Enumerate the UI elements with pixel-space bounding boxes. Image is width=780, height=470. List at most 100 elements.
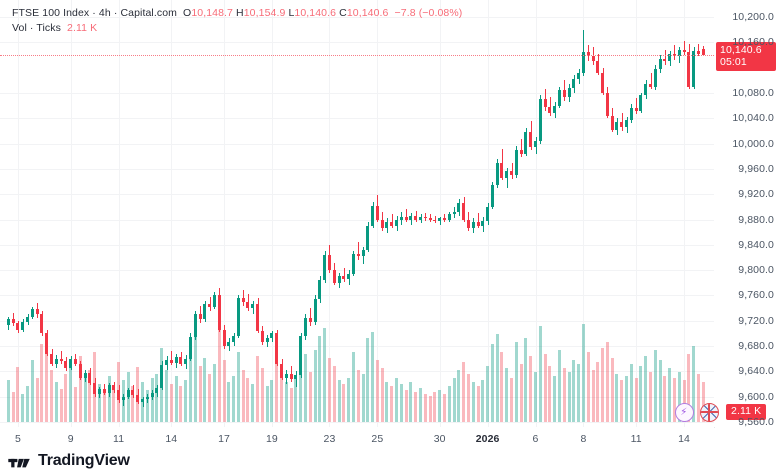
candle-body xyxy=(682,49,686,53)
volume-bar xyxy=(404,390,408,422)
time-axis-label: 8 xyxy=(580,433,587,445)
volume-bar xyxy=(452,378,456,422)
gridline-horizontal xyxy=(0,295,714,296)
lightning-bolt-icon[interactable]: ⚡ xyxy=(675,403,694,422)
price-axis-label: 9,960.0 xyxy=(738,162,774,175)
candle-body xyxy=(567,87,571,97)
volume-bar xyxy=(682,380,686,422)
legend-open-label: O xyxy=(183,7,192,19)
gridline-horizontal xyxy=(0,42,714,43)
chart-plot-area[interactable] xyxy=(0,0,715,428)
volume-bar xyxy=(481,380,485,422)
candle-body xyxy=(337,276,341,283)
volume-bar xyxy=(265,386,269,422)
legend-volume-value: 2.11 K xyxy=(67,22,98,34)
candle-body xyxy=(270,333,274,339)
legend-row-volume: Vol · Ticks 2.11 K xyxy=(12,22,462,35)
time-axis-label: 14 xyxy=(678,433,690,445)
candle-body xyxy=(136,395,140,402)
price-axis-label: 10,200.0 xyxy=(732,11,774,23)
volume-bar xyxy=(375,360,379,422)
legend-interval[interactable]: 4h xyxy=(98,7,111,19)
volume-bar xyxy=(356,370,360,422)
candle-body xyxy=(284,373,288,378)
candle-body xyxy=(615,122,619,130)
candle-body xyxy=(40,314,44,334)
volume-bar xyxy=(419,388,422,422)
candle-wick xyxy=(698,43,699,57)
candle-body xyxy=(217,295,221,330)
legend-volume-title[interactable]: Vol · Ticks xyxy=(12,22,61,34)
candle-body xyxy=(639,95,643,111)
candle-body xyxy=(677,49,681,57)
gridline-horizontal xyxy=(0,422,714,423)
volume-bar xyxy=(251,384,255,422)
candle-body xyxy=(375,205,379,220)
volume-bar xyxy=(308,372,312,422)
gridline-horizontal xyxy=(0,346,714,347)
legend-sep-1: · xyxy=(89,7,99,19)
gridline-vertical xyxy=(71,0,72,427)
candle-body xyxy=(433,219,437,221)
volume-bar xyxy=(442,394,446,422)
price-axis-label: 9,840.0 xyxy=(738,238,774,251)
time-axis-label: 19 xyxy=(265,433,278,445)
gridline-horizontal xyxy=(0,194,714,195)
volume-bar xyxy=(428,396,432,422)
candle-body xyxy=(620,122,624,128)
volume-bar xyxy=(193,334,197,422)
volume-bar xyxy=(179,386,183,422)
price-axis-label: 9,920.0 xyxy=(738,188,774,201)
candle-wick xyxy=(665,49,666,66)
time-axis[interactable]: 5 9 11 14 17 19 23 25 30 2026 6 8 11 14 xyxy=(0,427,714,451)
price-axis-label: 9,880.0 xyxy=(738,213,774,226)
candle-body xyxy=(165,359,169,366)
volume-bar xyxy=(577,364,581,422)
time-axis-label: 25 xyxy=(371,433,384,445)
price-axis-label: 9,560.0 xyxy=(738,416,774,428)
volume-bar xyxy=(184,380,188,422)
candle-body xyxy=(414,215,418,220)
volume-bar xyxy=(174,376,178,422)
legend-symbol[interactable]: FTSE 100 Index xyxy=(12,7,90,19)
uk-flag-icon[interactable] xyxy=(700,403,719,422)
candle-body xyxy=(193,314,197,338)
volume-bar xyxy=(557,350,561,422)
candle-body xyxy=(644,84,648,96)
gridline-horizontal xyxy=(0,118,714,119)
candle-body xyxy=(265,338,269,343)
time-axis-label: 9 xyxy=(67,433,74,445)
candle-body xyxy=(687,52,691,87)
volume-bar xyxy=(289,388,293,422)
volume-bar xyxy=(222,360,226,422)
time-axis-label: 5 xyxy=(14,433,21,445)
gridline-vertical xyxy=(636,0,637,427)
price-axis[interactable]: 10,140.6 05:01 2.11 K 10,200.0 10,160.0 10… xyxy=(714,0,780,428)
volume-bar xyxy=(677,372,681,422)
legend-exchange[interactable]: Capital.com xyxy=(120,7,177,19)
gridline-vertical xyxy=(536,0,537,427)
candle-body xyxy=(385,222,389,229)
candle-body xyxy=(174,357,178,363)
gridline-horizontal xyxy=(0,397,714,398)
volume-bar xyxy=(663,376,667,422)
volume-bar xyxy=(390,386,394,422)
candle-wick xyxy=(521,138,522,158)
legend-change: −7.8 (−0.08%) xyxy=(394,7,463,19)
candle-body xyxy=(308,318,312,323)
candle-body xyxy=(529,132,533,148)
volume-bar xyxy=(107,376,111,422)
volume-bar xyxy=(548,366,552,422)
time-axis-label: 2026 xyxy=(475,433,500,445)
candle-body xyxy=(35,309,39,315)
time-axis-label: 14 xyxy=(165,433,178,445)
volume-bar xyxy=(303,354,307,422)
volume-bar xyxy=(524,338,528,422)
volume-bar xyxy=(6,380,10,422)
volume-bar xyxy=(447,386,451,422)
current-price-time: 05:01 xyxy=(720,55,747,68)
candle-wick xyxy=(406,209,407,223)
candle-body xyxy=(701,49,705,55)
volume-bar xyxy=(232,376,236,422)
candle-body xyxy=(208,304,212,307)
